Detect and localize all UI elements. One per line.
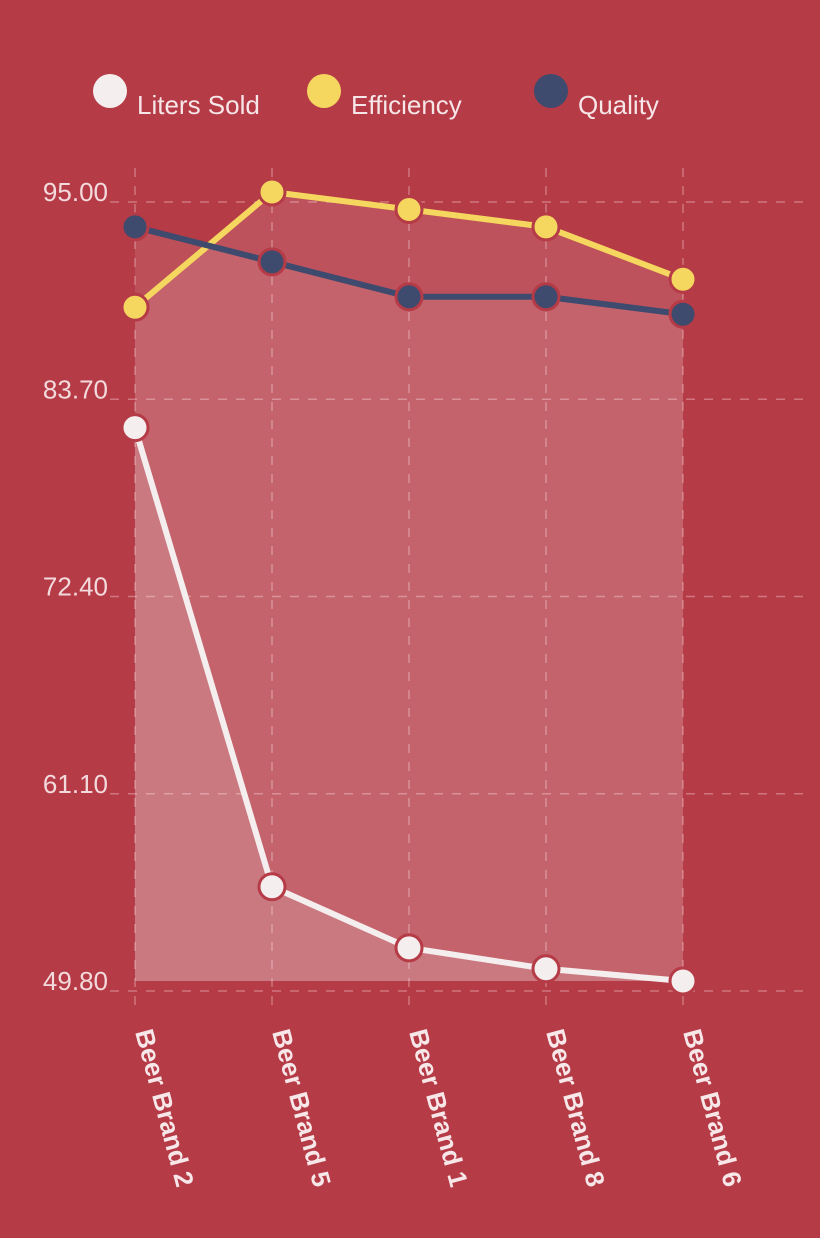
series-area [135,427,683,981]
data-point [668,264,698,294]
data-point [120,212,150,242]
data-point [394,933,424,963]
legend-label: Quality [578,90,659,120]
data-point [531,954,561,984]
data-point [257,177,287,207]
data-point [668,299,698,329]
y-tick-label: 61.10 [43,769,108,799]
data-point [120,413,150,443]
x-tick-label: Beer Brand 1 [403,1026,474,1190]
x-tick-label: Beer Brand 8 [540,1026,611,1190]
data-point [531,212,561,242]
data-point [257,872,287,902]
data-point [668,966,698,996]
y-tick-label: 49.80 [43,966,108,996]
x-tick-label: Beer Brand 6 [677,1026,748,1190]
x-tick-label: Beer Brand 5 [266,1026,337,1190]
data-point [394,194,424,224]
series-area [135,226,683,981]
data-point [257,247,287,277]
series-area [135,192,683,981]
y-tick-label: 95.00 [43,177,108,207]
legend-label: Liters Sold [137,90,260,120]
data-point [394,282,424,312]
legend-marker [534,74,568,108]
legend-marker [93,74,127,108]
y-tick-label: 83.70 [43,374,108,404]
y-tick-label: 72.40 [43,572,108,602]
legend-marker [307,74,341,108]
x-tick-label: Beer Brand 2 [129,1026,200,1190]
data-point [531,282,561,312]
legend-label: Efficiency [351,90,462,120]
data-point [120,292,150,322]
